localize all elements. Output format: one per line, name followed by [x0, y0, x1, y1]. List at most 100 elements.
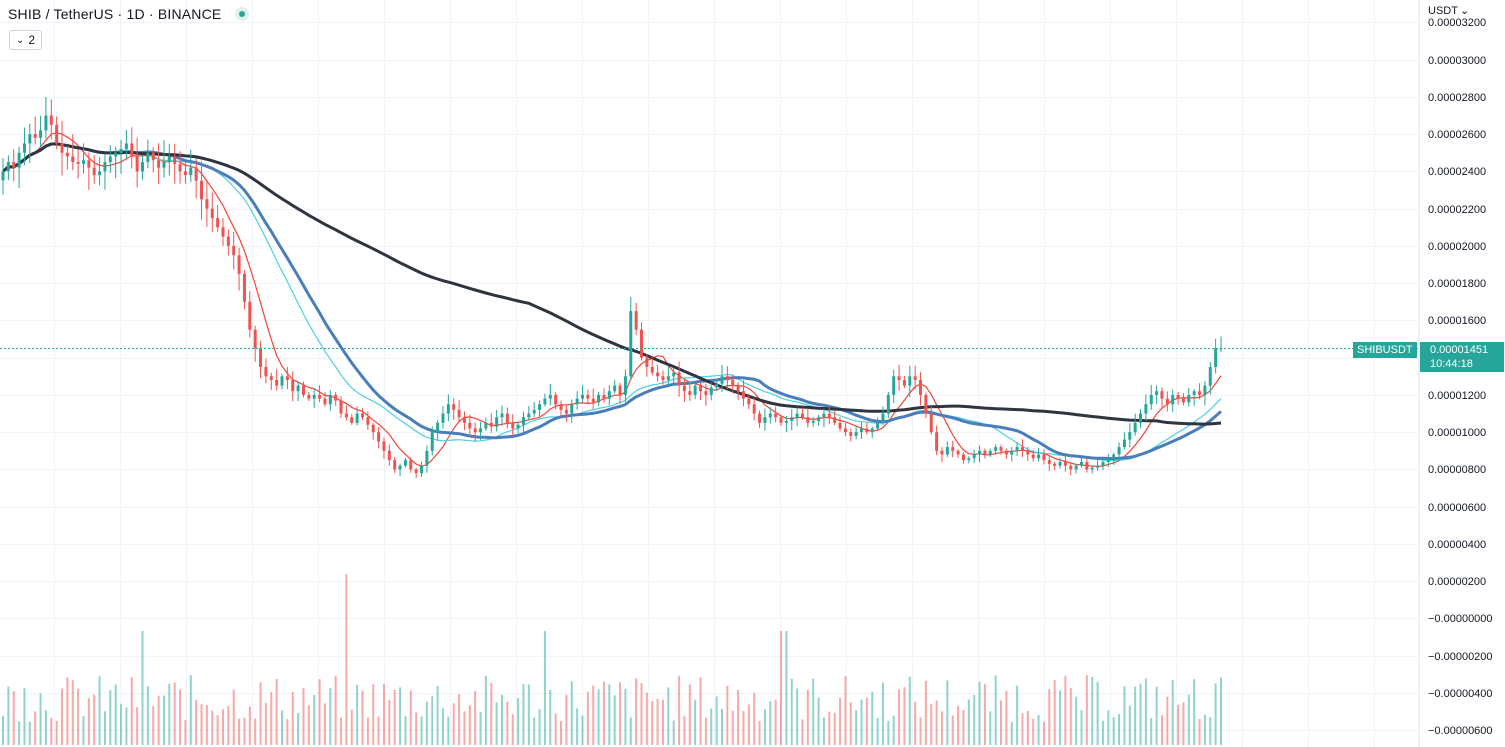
- candle-body: [779, 417, 783, 423]
- volume-bar: [323, 703, 326, 745]
- volume-bar: [393, 690, 396, 745]
- price-tick-label: 0.00002600: [1428, 128, 1487, 141]
- volume-bar: [232, 689, 235, 745]
- volume-bar: [463, 711, 466, 745]
- candle-body: [108, 156, 112, 163]
- candle-body: [189, 167, 193, 176]
- candle-body: [1176, 394, 1180, 399]
- candle-body: [457, 409, 461, 418]
- volume-bar: [1037, 714, 1040, 745]
- volume-bar: [50, 717, 53, 745]
- candle-body: [747, 398, 751, 405]
- candle-body: [972, 454, 976, 459]
- volume-bar: [1209, 717, 1212, 745]
- volume-bar: [1053, 680, 1056, 745]
- candle-body: [264, 366, 268, 377]
- candle-body: [462, 417, 466, 423]
- volume-bar: [238, 718, 241, 745]
- volume-bar: [624, 688, 627, 745]
- candle-body: [645, 357, 649, 367]
- candle-body: [479, 428, 483, 433]
- candle-body: [715, 383, 719, 388]
- candle-body: [554, 394, 558, 405]
- volume-bar: [82, 716, 85, 745]
- volume-bar: [887, 720, 890, 745]
- candle-body: [1037, 454, 1041, 459]
- volume-bar: [758, 720, 761, 745]
- volume-bar: [479, 711, 482, 745]
- candle-body: [393, 460, 397, 470]
- candle-body: [409, 460, 413, 470]
- candle-body: [1112, 454, 1116, 459]
- volume-bar: [264, 703, 267, 745]
- candle-body: [640, 329, 644, 358]
- candle-body: [1133, 422, 1137, 433]
- candle-body: [377, 432, 381, 442]
- symbol-title[interactable]: SHIB / TetherUS · 1D · BINANCE: [8, 6, 222, 22]
- price-tick-label: 0.00001600: [1428, 314, 1487, 327]
- volume-bar: [1026, 711, 1029, 745]
- price-tick-label: 0.00000400: [1428, 538, 1487, 551]
- volume-bar: [817, 697, 820, 745]
- candle-body: [618, 385, 622, 395]
- candle-body: [39, 130, 43, 138]
- candle-body: [935, 432, 939, 451]
- candle-body: [661, 376, 665, 381]
- candle-body: [725, 376, 729, 381]
- volume-bar: [136, 707, 139, 745]
- volume-bar: [946, 680, 949, 745]
- volume-bar: [468, 705, 471, 745]
- volume-bar: [560, 721, 563, 745]
- volume-bar: [1203, 714, 1206, 745]
- volume-bar: [935, 700, 938, 745]
- candle-body: [1149, 394, 1153, 405]
- candle-body: [167, 156, 171, 163]
- volume-bar: [592, 685, 595, 745]
- currency-selector[interactable]: USDT ⌄: [1428, 4, 1469, 18]
- candle-body: [1101, 461, 1105, 466]
- volume-bar: [602, 681, 605, 745]
- candle-body: [1026, 450, 1030, 455]
- volume-bar: [844, 676, 847, 745]
- volume-bar: [307, 705, 310, 745]
- candle-body: [795, 413, 799, 418]
- indicators-collapse-button[interactable]: ⌄ 2: [9, 30, 43, 50]
- volume-bar: [441, 708, 444, 745]
- volume-bar: [318, 679, 321, 745]
- candle-body: [575, 398, 579, 405]
- volume-bar: [667, 687, 670, 745]
- candle-body: [913, 376, 917, 381]
- volume-bar: [1193, 679, 1196, 745]
- volume-bar: [77, 688, 80, 745]
- candle-body: [275, 380, 279, 386]
- candle-body: [693, 385, 697, 395]
- candle-body: [17, 152, 21, 168]
- candle-body: [87, 160, 91, 168]
- market-open-icon[interactable]: [235, 7, 250, 21]
- candle-body: [1020, 447, 1024, 451]
- volume-bar: [1177, 704, 1180, 745]
- candle-body: [677, 372, 681, 386]
- volume-bar: [1128, 705, 1131, 745]
- candle-body: [76, 162, 80, 164]
- currency-label: USDT: [1428, 4, 1458, 17]
- candle-body: [178, 163, 182, 172]
- volume-bar: [1005, 690, 1008, 745]
- candle-body: [210, 208, 214, 218]
- candle-body: [967, 458, 971, 461]
- volume-bar: [881, 682, 884, 745]
- volume-bar: [613, 695, 616, 745]
- volume-bar: [522, 684, 525, 745]
- volume-bar: [1134, 686, 1137, 745]
- candle-body: [940, 450, 944, 455]
- volume-bar: [275, 678, 278, 745]
- candle-body: [237, 255, 241, 274]
- candle-body: [344, 413, 348, 418]
- candle-body: [586, 394, 590, 399]
- volume-bar: [436, 685, 439, 745]
- volume-bar: [125, 707, 128, 745]
- candle-body: [908, 376, 912, 386]
- candle-body: [65, 152, 69, 157]
- volume-bar: [227, 706, 230, 745]
